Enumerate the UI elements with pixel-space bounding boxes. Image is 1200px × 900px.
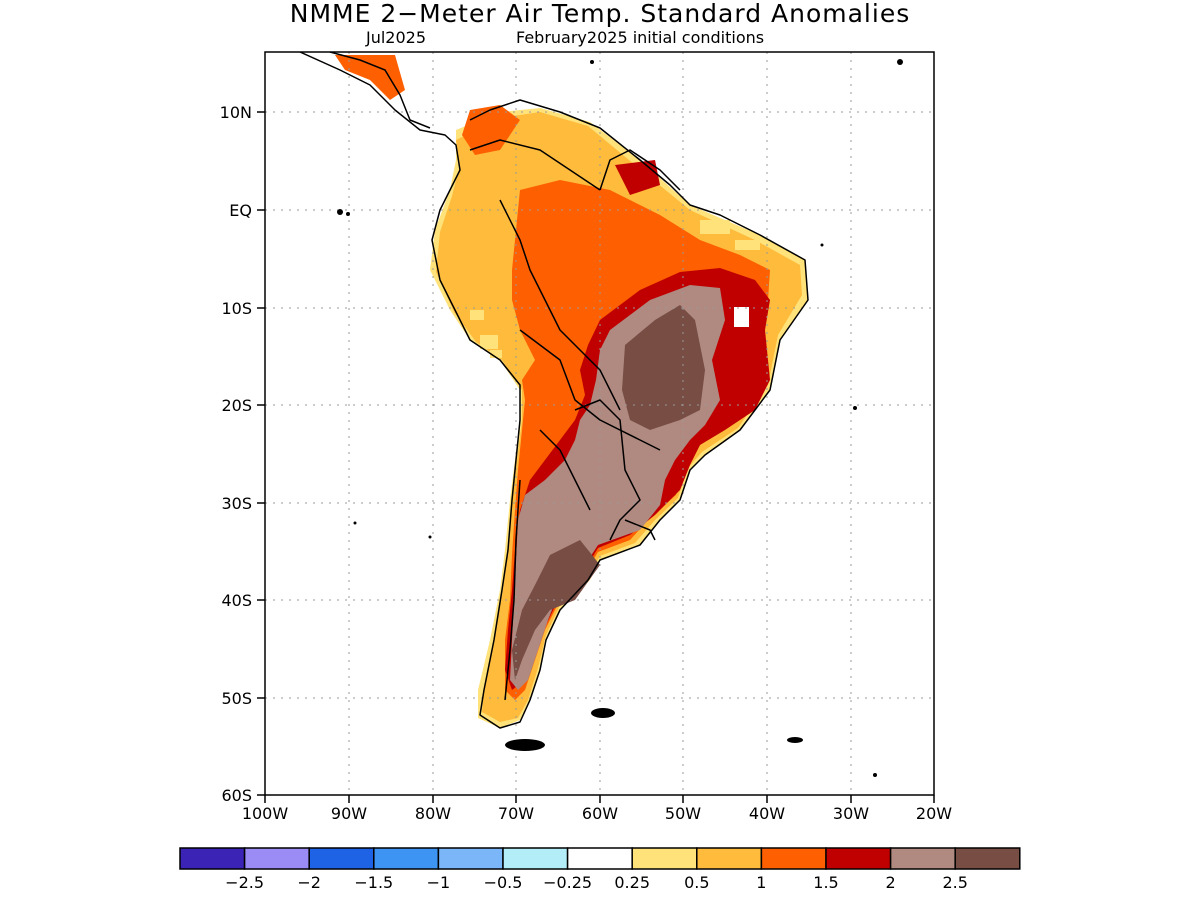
colorbar-label: −0.5 [484, 873, 523, 892]
colorbar-swatch [373, 847, 440, 870]
colorbar-label: −2 [297, 873, 321, 892]
colorbar-label: 1.5 [813, 873, 838, 892]
colorbar-label: 0.5 [684, 873, 709, 892]
colorbar-swatch [566, 847, 633, 870]
colorbar-swatch [825, 847, 892, 870]
lat-label: 40S [221, 591, 252, 610]
colorbar-labels: −2.5 −2 −1.5 −1 −0.5 −0.25 0.25 0.5 1 1.5 2 2.5 [225, 873, 968, 892]
lat-label: 50S [221, 689, 252, 708]
map-title: NMME 2−Meter Air Temp. Standard Anomalie… [289, 0, 911, 28]
lat-label: 30S [221, 494, 252, 513]
tick-marks [257, 111, 935, 803]
lon-label: 30W [833, 804, 869, 823]
colorbar-label: −0.25 [543, 873, 592, 892]
colorbar-swatch [243, 847, 310, 870]
lat-label: EQ [229, 201, 252, 220]
anomaly-region-3 [622, 305, 705, 430]
colorbar-swatch [696, 847, 763, 870]
colorbar-label: 1 [756, 873, 766, 892]
colorbar-label: −1 [427, 873, 451, 892]
colorbar-label: 0.25 [614, 873, 650, 892]
colorbar-swatch [954, 847, 1021, 870]
colorbar-label: 2.5 [942, 873, 967, 892]
anomaly-region-3b [512, 540, 600, 680]
lon-label: 80W [415, 804, 451, 823]
islands [337, 59, 903, 777]
colorbar-swatch [889, 847, 956, 870]
anomaly-region-2b [615, 160, 660, 195]
lon-label: 40W [749, 804, 785, 823]
forecast-month: Jul2025 [366, 28, 427, 47]
light-patches [470, 220, 760, 358]
coastlines [299, 52, 809, 729]
lat-label: 10N [220, 103, 252, 122]
colorbar-label: 2 [886, 873, 896, 892]
colorbar-swatch [502, 847, 569, 870]
colorbar-label: −1.5 [354, 873, 393, 892]
lat-label: 60S [221, 786, 252, 805]
colorbar-swatch [437, 847, 504, 870]
lon-label: 100W [242, 804, 289, 823]
lon-label: 60W [582, 804, 618, 823]
lon-label: 90W [331, 804, 367, 823]
initial-conditions: February2025 initial conditions [516, 28, 765, 47]
lat-label: 10S [221, 299, 252, 318]
colorbar-label: −2.5 [225, 873, 264, 892]
lon-label: 20W [916, 804, 952, 823]
neutral-patch [734, 307, 749, 327]
colorbar-swatch [308, 847, 375, 870]
colorbar-swatch [179, 847, 246, 870]
lat-label: 20S [221, 396, 252, 415]
lon-labels: 100W 90W 80W 70W 60W 50W 40W 30W 20W [242, 804, 952, 823]
anomaly-region-15c [335, 55, 405, 100]
colorbar-swatch [631, 847, 698, 870]
lon-label: 50W [665, 804, 701, 823]
colorbar [179, 847, 1021, 870]
lat-labels: 10N EQ 10S 20S 30S 40S 50S 60S [220, 103, 252, 805]
colorbar-swatch [760, 847, 827, 870]
lon-label: 70W [498, 804, 534, 823]
